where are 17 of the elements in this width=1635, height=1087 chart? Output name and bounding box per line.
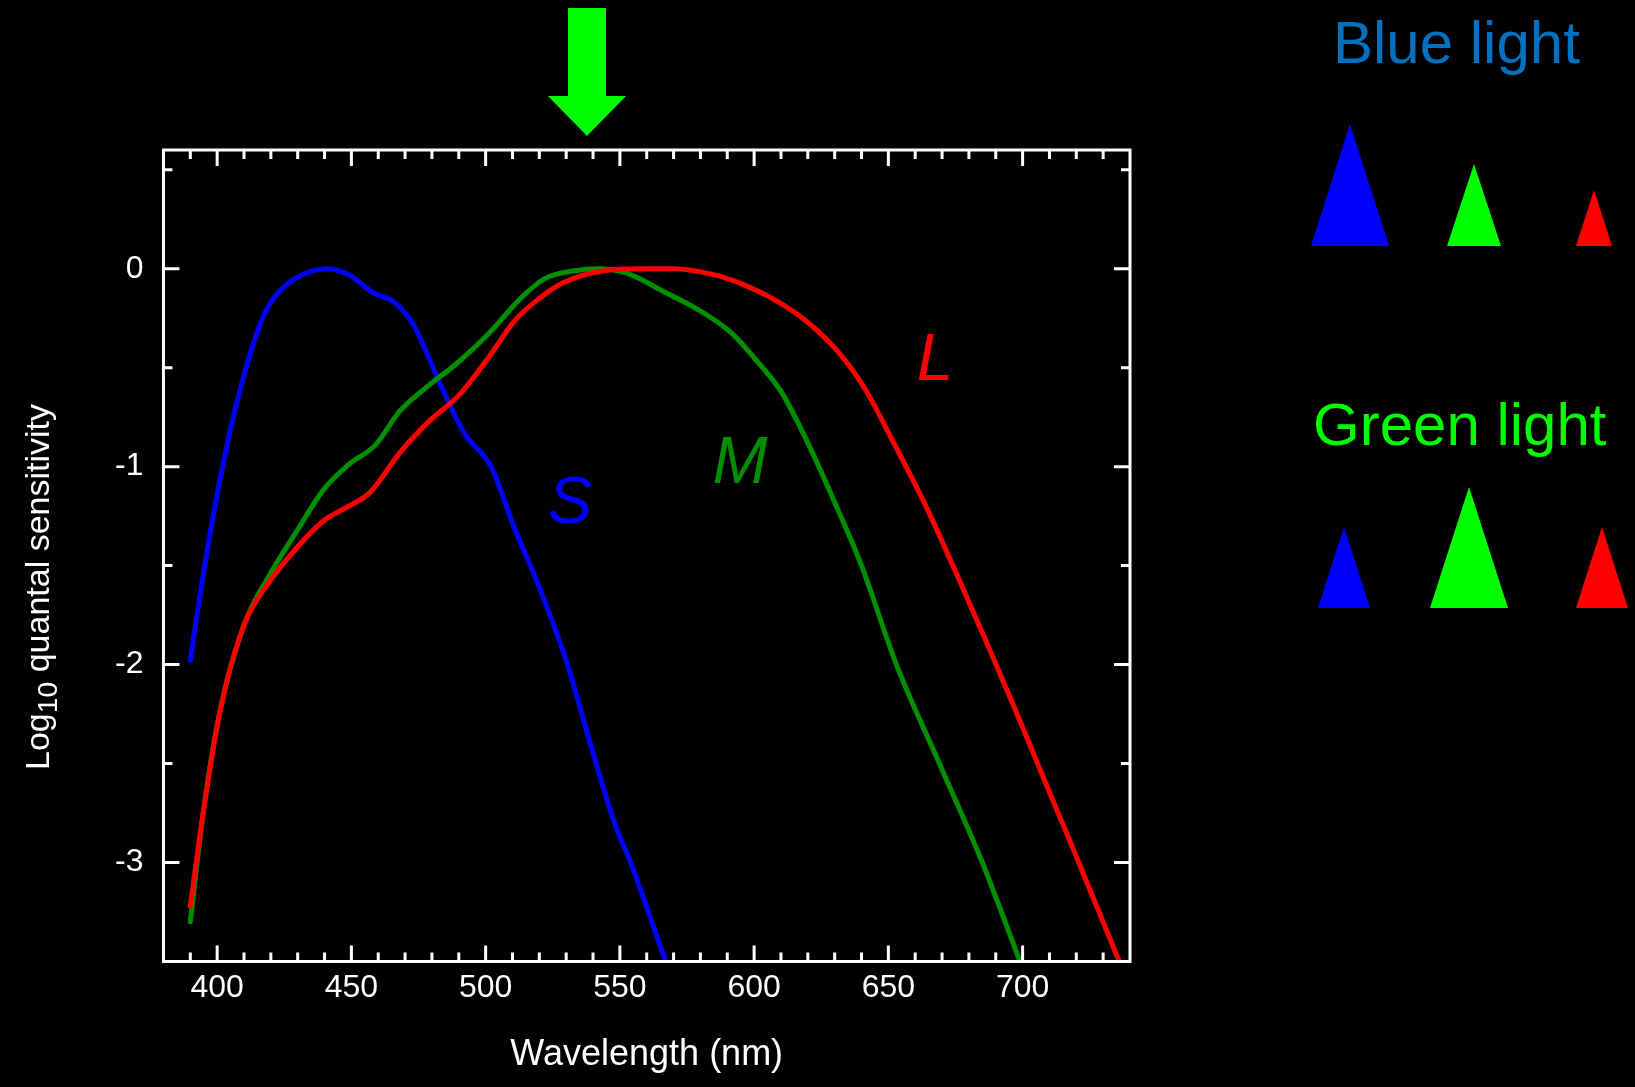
x-tick-label: 400 [190, 968, 244, 1005]
x-tick-label: 650 [861, 968, 916, 1005]
text: Blue light [1333, 8, 1580, 77]
x-tick-label: 700 [995, 968, 1050, 1005]
y-tick-label: -1 [115, 446, 144, 483]
x-tick-label: 450 [324, 968, 379, 1005]
series-label: L [916, 320, 954, 395]
y-tick-label: -3 [115, 842, 144, 879]
text: Green light [1313, 390, 1607, 459]
y-tick-label: -2 [115, 644, 144, 681]
y-tick-label: 0 [125, 248, 144, 285]
x-axis-title: Wavelength (nm) [510, 1032, 784, 1074]
x-tick-label: 550 [593, 968, 647, 1005]
x-tick-label: 600 [727, 968, 781, 1005]
series-label: S [547, 463, 593, 538]
series-label: M [712, 423, 768, 498]
x-tick-label: 500 [458, 968, 513, 1005]
